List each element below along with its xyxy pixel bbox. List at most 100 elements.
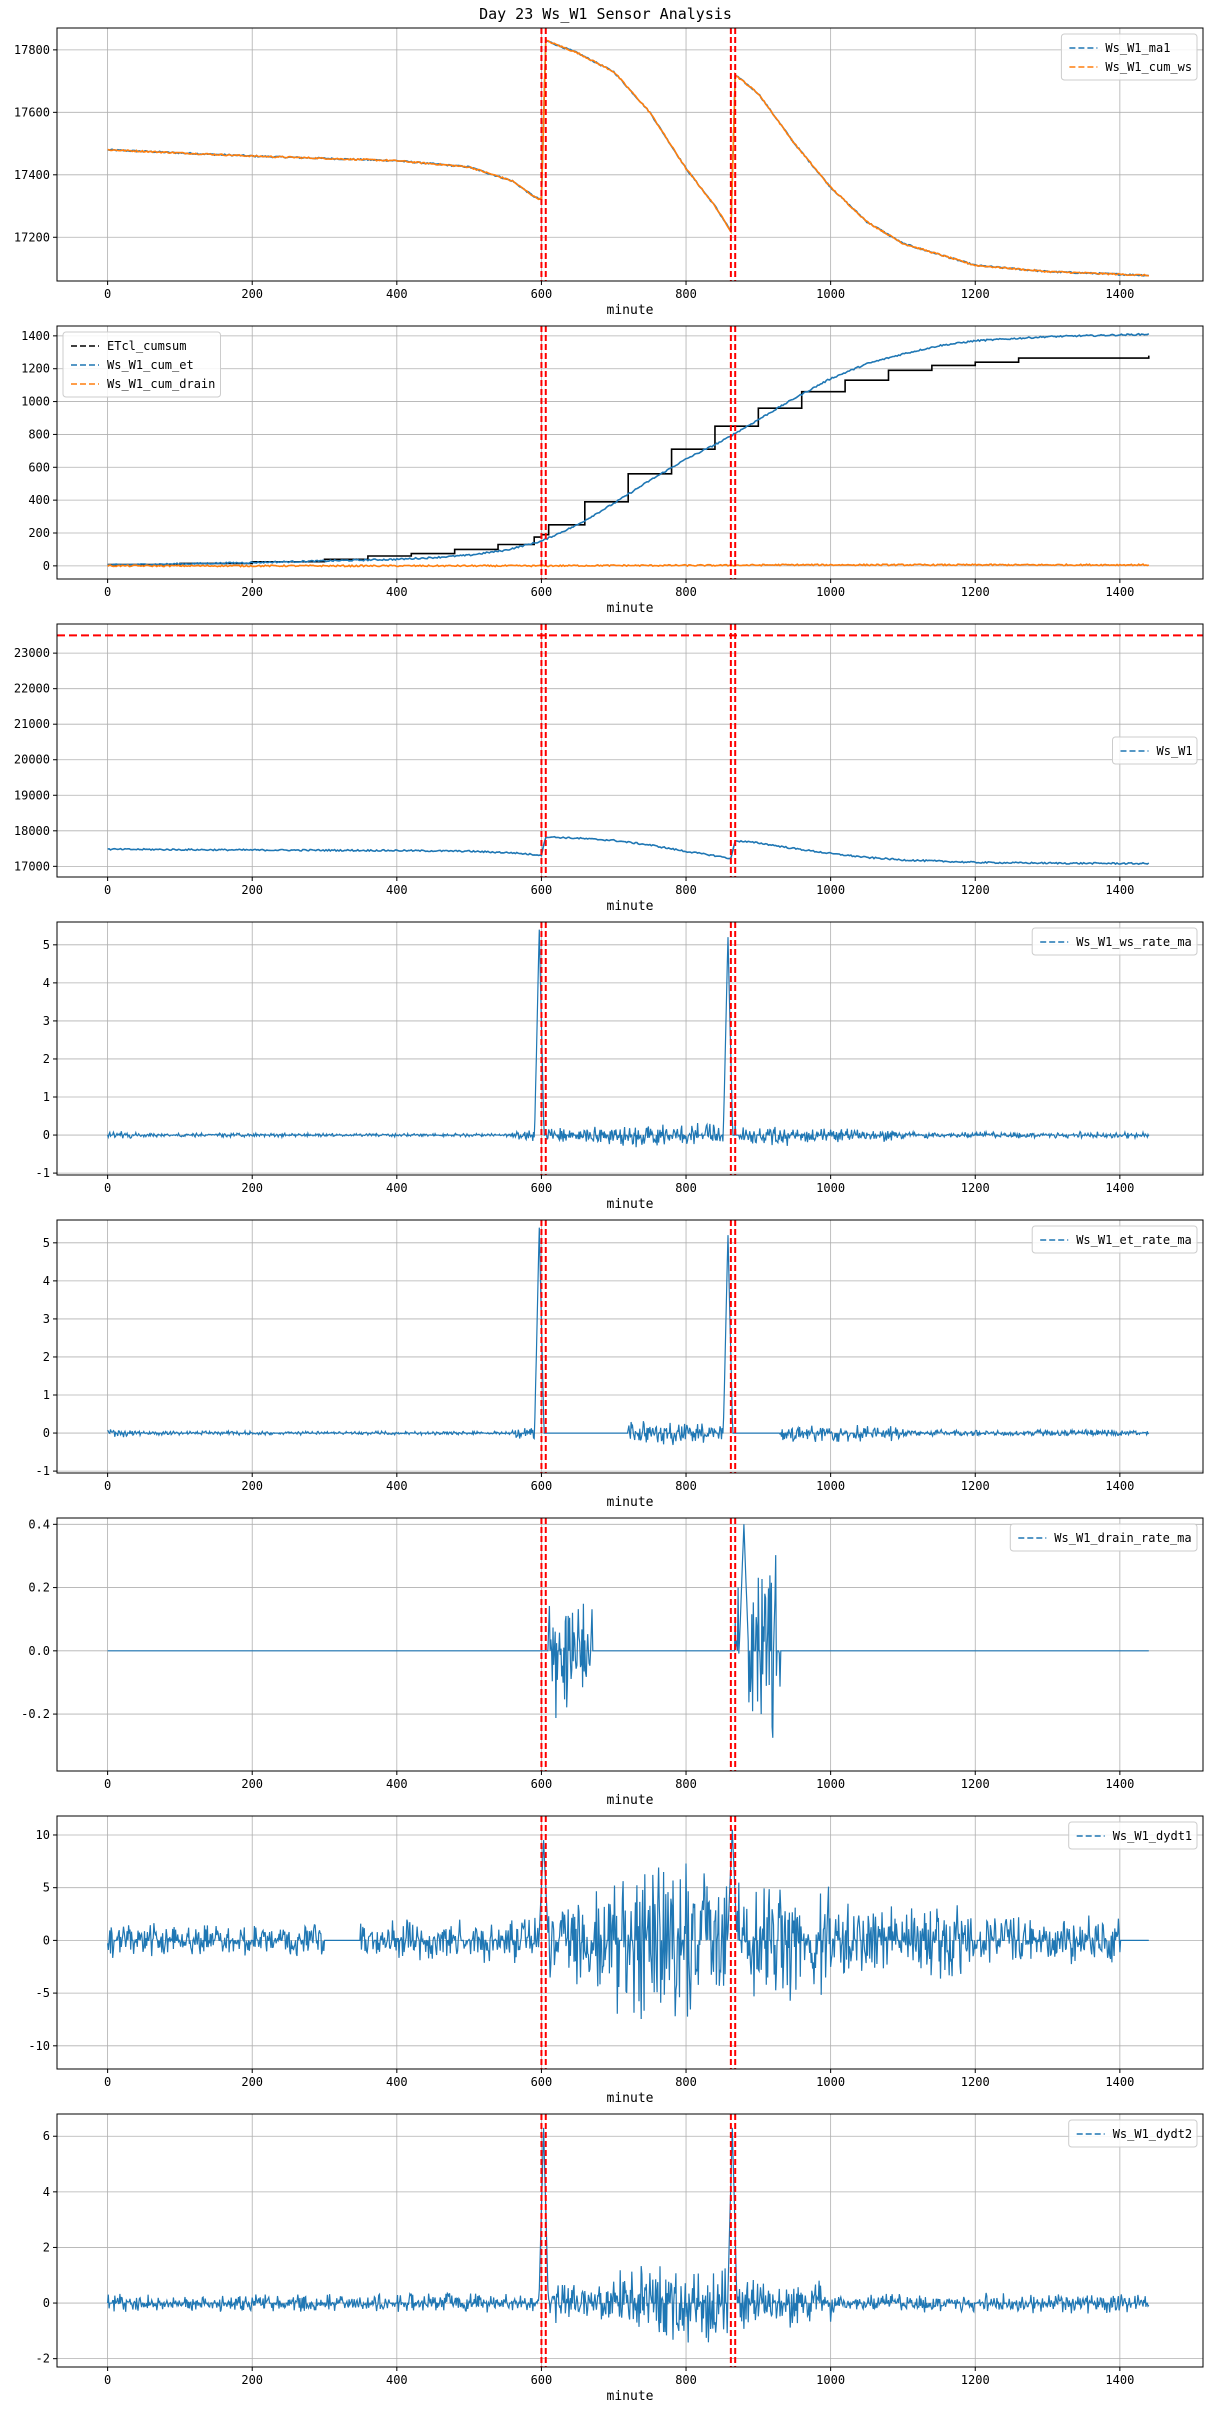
plot-area [107,1227,1150,1446]
x-tick-label: 1200 [961,1181,990,1195]
legend: Ws_W1_drain_rate_ma [1009,1523,1198,1552]
x-tick-label: 1200 [961,883,990,897]
series-line-Ws_W1_dydt1 [107,1829,1149,2020]
axes-frame [56,27,1204,282]
x-tick-label: 0 [104,287,111,301]
legend-label: Ws_W1_cum_et [107,358,194,372]
x-tick-label: 400 [386,2373,408,2387]
y-tick-label: -1 [36,1464,50,1478]
x-axis-label: minute [607,2389,654,2404]
y-tick-label: 0 [43,1933,50,1947]
x-tick-label: 1400 [1105,1479,1134,1493]
axes-frame [56,1219,1204,1474]
y-tick-label: 17800 [14,43,50,57]
legend-box [62,331,221,398]
y-tick-label: 21000 [14,717,50,731]
y-tick-label: 0 [43,1128,50,1142]
legend-label: ETcl_cumsum [107,339,186,353]
y-tick-label: 400 [28,493,50,507]
x-tick-label: 800 [675,883,697,897]
x-tick-label: 400 [386,1181,408,1195]
x-tick-label: 0 [104,1777,111,1791]
chart-panel-1: 0 200 400 600 800 1000 1200 1400 17200 17400 17600… [14,27,1204,318]
x-tick-label: 400 [386,2075,408,2089]
axes-frame [56,921,1204,1176]
y-tick-label: 17200 [14,230,50,244]
y-tick-label: 20000 [14,753,50,767]
x-tick-label: 200 [241,1181,263,1195]
legend: Ws_W1_ws_rate_ma [1031,927,1198,956]
chart-panel-2: 0 200 400 600 800 1000 1200 1400 0 200 400 600 800 10… [21,325,1204,616]
x-axis-label: minute [607,303,654,318]
y-tick-label: 1200 [21,362,50,376]
x-tick-label: 200 [241,2373,263,2387]
y-tick-label: 4 [43,1274,50,1288]
y-tick-label: 23000 [14,646,50,660]
x-tick-label: 600 [531,1181,553,1195]
legend-box [1031,1225,1198,1254]
x-tick-label: 200 [241,585,263,599]
x-tick-label: 800 [675,1181,697,1195]
y-tick-label: 17000 [14,859,50,873]
y-tick-label: 1 [43,1388,50,1402]
x-tick-label: 600 [531,287,553,301]
x-tick-label: 0 [104,2373,111,2387]
legend: Ws_W1_dydt1 [1068,1821,1198,1850]
axes-frame [56,1815,1204,2070]
y-tick-label: 5 [43,938,50,952]
y-tick-label: -10 [28,2039,50,2053]
plot-area [107,1524,1149,1738]
x-tick-label: 1000 [816,1777,845,1791]
y-tick-label: 2 [43,2240,50,2254]
x-tick-label: 200 [241,287,263,301]
y-tick-label: 10 [36,1828,50,1842]
x-tick-label: 1000 [816,585,845,599]
chart-panel-8: 0 200 400 600 800 1000 1200 1400 -2 0 2 4 6 minute Ws_… [36,2113,1204,2404]
y-tick-label: 17600 [14,105,50,119]
x-tick-label: 0 [104,883,111,897]
x-tick-label: 800 [675,585,697,599]
y-tick-label: 1 [43,1090,50,1104]
x-tick-label: 0 [104,1181,111,1195]
x-tick-label: 1200 [961,1777,990,1791]
legend-label: Ws_W1_et_rate_ma [1076,1233,1192,1247]
legend-label: Ws_W1_ma1 [1105,41,1170,55]
legend-label: Ws_W1 [1157,744,1193,758]
x-tick-label: 600 [531,2373,553,2387]
y-tick-label: 18000 [14,824,50,838]
y-tick-label: 0.0 [28,1644,50,1658]
x-tick-label: 800 [675,2075,697,2089]
x-tick-label: 1400 [1105,2075,1134,2089]
x-axis-label: minute [607,1495,654,1510]
legend-box [1068,2119,1198,2148]
x-tick-label: 600 [531,1777,553,1791]
legend-label: Ws_W1_dydt2 [1113,2127,1192,2141]
series-line-Ws_W1_cum_drain [107,563,1150,568]
series-line-Ws_W1_cum_et [107,332,1150,567]
plot-area [107,332,1150,568]
plot-area [107,1829,1149,2020]
x-tick-label: 400 [386,883,408,897]
x-tick-label: 600 [531,1479,553,1493]
legend: Ws_W1 [1112,736,1198,765]
x-tick-label: 200 [241,2075,263,2089]
chart-panel-3: 0 200 400 600 800 1000 1200 1400 17000 18000 19000… [14,623,1204,914]
chart-panel-4: 0 200 400 600 800 1000 1200 1400 -1 0 1 2 3 4 5 minute W… [36,921,1204,1212]
plot-area [107,2127,1150,2343]
series-line-Ws_W1_cum_ws [107,39,1150,277]
x-tick-label: 600 [531,883,553,897]
legend-box [1112,736,1198,765]
plot-area [107,835,1150,866]
x-tick-label: 800 [675,1777,697,1791]
y-tick-label: 0 [43,559,50,573]
x-tick-label: 0 [104,585,111,599]
figure-title: Day 23 Ws_W1 Sensor Analysis [479,5,732,23]
y-tick-label: 0.2 [28,1581,50,1595]
x-tick-label: 0 [104,2075,111,2089]
x-tick-label: 1400 [1105,1181,1134,1195]
legend-box [1031,927,1198,956]
legend-label: Ws_W1_dydt1 [1113,1829,1192,1843]
x-axis-label: minute [607,2091,654,2106]
x-axis-label: minute [607,1197,654,1212]
x-axis-label: minute [607,601,654,616]
